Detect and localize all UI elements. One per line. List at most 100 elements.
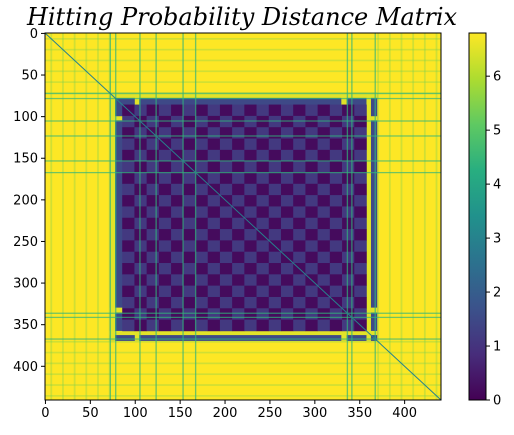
colorbar-axis: 0 1 2 3 4 5 6	[486, 70, 501, 409]
background-stripe	[400, 33, 403, 400]
heatmap-cell	[317, 161, 331, 173]
heatmap-cell	[293, 172, 306, 185]
heatmap-cell	[207, 308, 221, 320]
heatmap-cell	[219, 319, 233, 332]
heatmap-cell	[219, 229, 233, 241]
heatmap-stripe	[45, 312, 441, 314]
heatmap-band	[109, 92, 378, 98]
background-stripe	[412, 33, 415, 400]
heatmap-cell	[122, 240, 135, 253]
heatmap-stripe	[139, 33, 141, 400]
heatmap-cell	[171, 240, 184, 253]
heatmap-cell	[195, 319, 209, 332]
heatmap-cell	[342, 104, 355, 117]
heatmap-cell	[158, 172, 172, 185]
heatmap-cell	[354, 149, 367, 162]
heatmap-cell	[134, 149, 147, 162]
background-stripe	[45, 81, 441, 83]
heatmap-cell	[122, 229, 135, 241]
heatmap-cell	[244, 127, 257, 139]
heatmap-cell	[329, 149, 343, 162]
heatmap-cell	[207, 319, 221, 332]
heatmap-cell	[134, 274, 147, 286]
heatmap-cell	[232, 195, 245, 207]
heatmap-cell	[183, 115, 196, 128]
heatmap-cell	[342, 149, 355, 162]
heatmap-cell	[354, 115, 367, 128]
heatmap-cell	[293, 251, 306, 264]
heatmap-cell	[244, 240, 257, 253]
heatmap-cell	[232, 183, 245, 196]
heatmap-cell	[122, 127, 135, 139]
heatmap-cell	[342, 319, 355, 332]
heatmap-cell	[134, 161, 147, 173]
heatmap-cell	[256, 161, 270, 173]
y-tick-label: 200	[13, 193, 38, 208]
heatmap-cell	[183, 263, 196, 275]
heatmap-cell	[183, 183, 196, 196]
colorbar-tick-label: 5	[493, 124, 501, 139]
heatmap-cell	[280, 104, 294, 117]
heatmap-cell	[183, 138, 196, 151]
heatmap-cell	[293, 240, 306, 253]
heatmap-cell	[329, 274, 343, 286]
heatmap-stripe	[155, 33, 157, 400]
heatmap-cell	[158, 195, 172, 207]
heatmap-cell	[146, 195, 160, 207]
heatmap-cell	[305, 161, 318, 173]
x-tick-label: 400	[392, 406, 417, 421]
heatmap-cell	[293, 161, 306, 173]
heatmap-cell	[256, 251, 270, 264]
heatmap-cell	[195, 240, 209, 253]
heatmap-cell	[207, 229, 221, 241]
heatmap-cell	[158, 263, 172, 275]
heatmap-cell	[171, 127, 184, 139]
heatmap-cell	[219, 127, 233, 139]
heatmap-cell	[171, 319, 184, 332]
heatmap-cell	[146, 206, 160, 219]
heatmap-cell	[293, 206, 306, 219]
heatmap-cell	[183, 274, 196, 286]
heatmap-cell	[219, 206, 233, 219]
heatmap-cell	[280, 206, 294, 219]
heatmap-cell	[232, 127, 245, 139]
heatmap-cell	[244, 319, 257, 332]
heatmap-cell	[146, 308, 160, 320]
y-tick-label: 300	[13, 277, 38, 292]
heatmap-cell	[305, 296, 318, 309]
x-tick-label: 0	[41, 406, 49, 421]
heatmap-cell	[207, 274, 221, 286]
heatmap-cell	[268, 251, 282, 264]
heatmap-cell	[171, 115, 184, 128]
heatmap-cell	[146, 251, 160, 264]
heatmap-stripe	[374, 33, 376, 400]
heatmap-cell	[317, 240, 331, 253]
heatmap-cell	[207, 240, 221, 253]
heatmap-cell	[293, 138, 306, 151]
heatmap-cell	[122, 274, 135, 286]
heatmap-cell	[354, 263, 367, 275]
heatmap-cell	[317, 263, 331, 275]
background-stripe	[45, 362, 441, 365]
heatmap-cell	[158, 296, 172, 309]
heatmap-cell	[195, 308, 209, 320]
heatmap-cell	[317, 183, 331, 196]
background-stripe	[85, 33, 88, 400]
heatmap-cell	[342, 115, 355, 128]
heatmap-cell	[134, 229, 147, 241]
background-stripe	[62, 33, 64, 400]
heatmap-cell	[219, 172, 233, 185]
heatmap-cell	[256, 149, 270, 162]
heatmap-cell	[183, 285, 196, 298]
heatmap-cell	[256, 263, 270, 275]
heatmap-cell	[134, 206, 147, 219]
heatmap-cell	[342, 251, 355, 264]
heatmap-stripe	[45, 160, 441, 162]
heatmap-cell	[268, 138, 282, 151]
heatmap-cell	[158, 319, 172, 332]
heatmap-cell	[195, 149, 209, 162]
background-stripe	[45, 384, 441, 386]
heatmap-cell	[256, 138, 270, 151]
heatmap-cell	[171, 195, 184, 207]
heatmap-cell	[342, 172, 355, 185]
